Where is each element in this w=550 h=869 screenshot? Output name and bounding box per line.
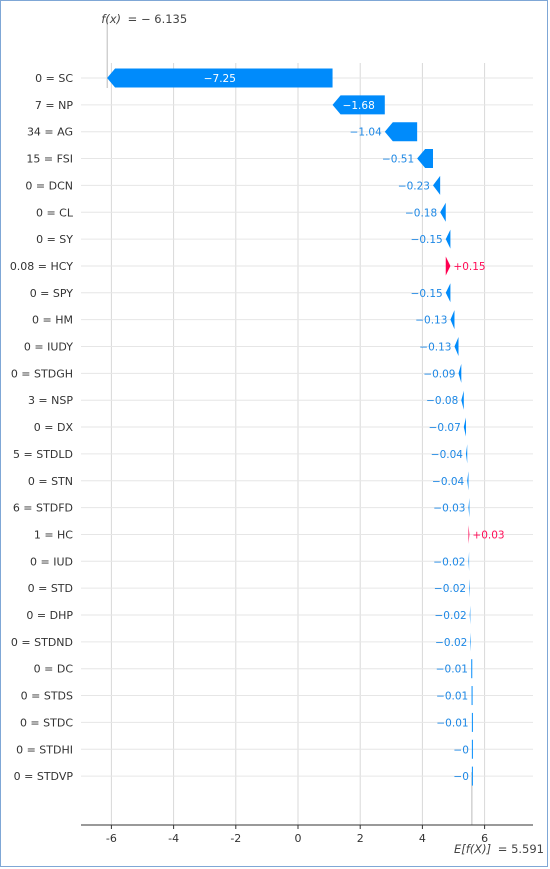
bar — [463, 417, 466, 437]
bar-value-label: −0.01 — [436, 717, 468, 729]
feature-label: 0 = DC — [34, 663, 74, 676]
bar — [450, 310, 455, 330]
feature-label: 1 = HC — [34, 528, 73, 541]
feature-label: 0 = DCN — [25, 179, 73, 192]
bar-value-label: −0.18 — [405, 207, 437, 219]
bar — [107, 68, 333, 88]
bar — [458, 363, 462, 383]
feature-label: 3 = NSP — [28, 394, 73, 407]
feature-label: 0 = IUDY — [24, 341, 73, 354]
feature-label: 6 = STDFD — [13, 502, 73, 515]
bar-value-label: −0 — [453, 771, 468, 783]
x-tick-label: 0 — [295, 832, 302, 845]
x-tick-label: -4 — [168, 832, 179, 845]
bar — [433, 175, 441, 195]
bar — [471, 686, 473, 706]
bars: −7.25 −1.68 −1.04 −0.51 −0.23 −0.18 −0.15 +0.15… — [107, 68, 505, 786]
feature-label: 0.08 = HCY — [10, 260, 73, 273]
bar-value-label: −0.01 — [436, 664, 468, 676]
feature-label: 34 = AG — [27, 126, 73, 139]
bar — [468, 551, 470, 571]
bar-value-label: −0.04 — [431, 449, 463, 461]
bar — [461, 390, 464, 410]
feature-label: 0 = SPY — [30, 287, 74, 300]
bar — [469, 605, 471, 625]
bar-value-label: −0.51 — [382, 154, 414, 166]
bar-value-label: −0.13 — [419, 342, 451, 354]
bar — [467, 471, 469, 491]
feature-label: 0 = STDND — [11, 636, 73, 649]
bar — [384, 122, 418, 142]
feature-label: 0 = STD — [28, 582, 73, 595]
feature-label: 0 = DHP — [26, 609, 73, 622]
bar-value-label: −0.01 — [436, 691, 468, 703]
bar — [445, 229, 451, 249]
bar-value-label: −0.07 — [429, 422, 461, 434]
x-tick-label: -6 — [106, 832, 117, 845]
bar-value-label: −1.04 — [350, 127, 382, 139]
x-tick-label: 4 — [419, 832, 426, 845]
bar-value-label: −0.04 — [432, 476, 464, 488]
bar-value-label: −0 — [453, 744, 468, 756]
feature-label: 0 = STDS — [21, 690, 73, 703]
feature-label: 0 = IUD — [30, 555, 73, 568]
bar-value-label: −0.23 — [398, 180, 430, 192]
gridlines — [106, 19, 486, 825]
bar — [468, 498, 470, 518]
feature-label: 0 = CL — [36, 206, 74, 219]
bar-value-label: −0.02 — [435, 610, 467, 622]
bar-value-label: −7.25 — [204, 73, 236, 85]
bar — [417, 149, 434, 169]
bar — [468, 524, 470, 544]
bar — [471, 659, 473, 679]
feature-label: 15 = FSI — [26, 153, 73, 166]
bar-value-label: +0.03 — [472, 529, 504, 541]
bar — [454, 337, 459, 356]
bar-value-label: −1.68 — [343, 100, 375, 112]
bar — [440, 202, 446, 222]
x-axis: -6 -4 -2 0 2 4 6 — [81, 824, 533, 845]
bar-value-label: −0.08 — [426, 395, 458, 407]
bar-value-label: −0.15 — [411, 288, 443, 300]
bar — [445, 256, 451, 276]
feature-label: 0 = STDGH — [11, 367, 73, 380]
feature-rows: 0 = SC 7 = NP 34 = AG 15 = FSI 0 = DCN 0 = CL… — [10, 72, 533, 783]
feature-label: 0 = HM — [32, 314, 73, 327]
bar-value-label: −0.02 — [434, 583, 466, 595]
feature-label: 0 = STN — [28, 475, 73, 488]
bar — [470, 632, 471, 652]
bar — [332, 95, 385, 115]
feature-label: 0 = SY — [36, 233, 73, 246]
bar — [471, 739, 473, 759]
feature-label: 0 = STDC — [20, 716, 73, 729]
x-tick-label: 2 — [357, 832, 364, 845]
x-tick-label: 6 — [481, 832, 488, 845]
bar — [471, 712, 473, 732]
bar — [445, 283, 451, 303]
bar-value-label: −0.02 — [433, 556, 465, 568]
x-tick-label: -2 — [230, 832, 241, 845]
bar-value-label: −0.02 — [435, 637, 467, 649]
bar — [471, 766, 473, 786]
bar-value-label: +0.15 — [453, 261, 485, 273]
feature-label: 0 = SC — [35, 72, 73, 85]
feature-label: 0 = STDVP — [14, 770, 74, 783]
bar-value-label: −0.09 — [423, 368, 455, 380]
bar-value-label: −0.13 — [415, 315, 447, 327]
fx-label: f(x) = − 6.135 — [101, 12, 187, 26]
feature-label: 0 = DX — [34, 421, 74, 434]
bar — [469, 578, 470, 598]
feature-label: 7 = NP — [35, 99, 73, 112]
bar-value-label: −0.03 — [433, 503, 465, 515]
expected-value-label: E[f(X)] = 5.591 — [454, 842, 544, 856]
feature-label: 0 = STDHI — [16, 743, 73, 756]
bar-value-label: −0.15 — [411, 234, 443, 246]
bar — [465, 444, 468, 464]
feature-label: 5 = STDLD — [13, 448, 73, 461]
